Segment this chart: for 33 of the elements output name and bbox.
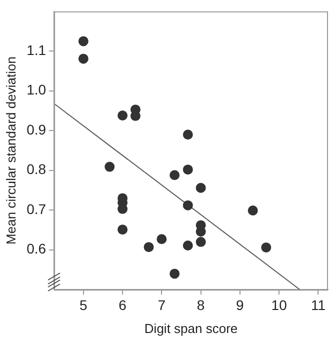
point (196, 226, 206, 237)
y-tick-label: 0.9 (26, 121, 46, 138)
point (170, 268, 180, 279)
y-tick-label: 0.8 (26, 161, 46, 178)
point (196, 236, 206, 247)
point (78, 36, 88, 46)
x-tick-label: 10 (271, 296, 288, 313)
x-tick-label: 11 (310, 296, 326, 313)
point (261, 242, 272, 252)
point (248, 206, 258, 216)
y-tick-label: 1.0 (26, 82, 46, 98)
point (156, 234, 167, 244)
point (118, 110, 128, 121)
point (118, 224, 128, 235)
point (170, 170, 180, 180)
point (182, 240, 193, 250)
y-tick-label: 0.6 (26, 240, 46, 257)
x-tick-label: 9 (236, 296, 244, 313)
x-axis-title: Digit span score (144, 320, 238, 336)
point (182, 164, 193, 175)
point (144, 242, 154, 252)
y-axis-title: Mean circular standard deviation (3, 56, 18, 244)
x-tick-label: 8 (196, 296, 205, 313)
x-tick-label: 6 (118, 296, 127, 313)
y-tick-label: 1.1 (26, 42, 46, 58)
x-tick-label: 5 (80, 296, 88, 313)
point (182, 130, 193, 140)
y-tick-label: 0.7 (26, 200, 46, 217)
point (182, 200, 193, 210)
point (104, 162, 115, 172)
point (196, 182, 206, 193)
x-tick-label: 7 (158, 296, 166, 313)
point (78, 54, 88, 64)
